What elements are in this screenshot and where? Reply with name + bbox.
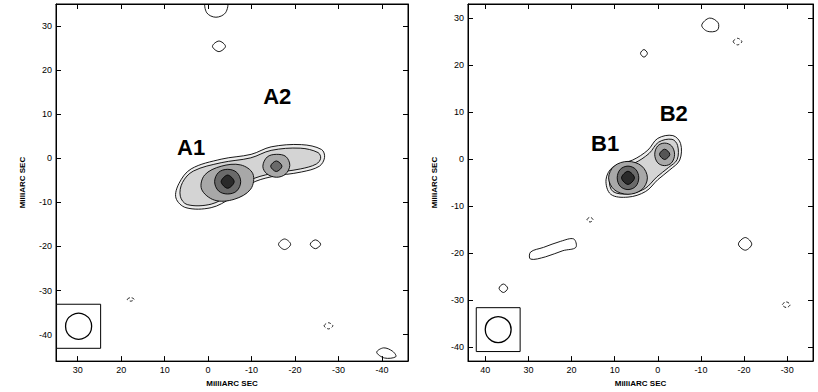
svg-text:-30: -30 (781, 365, 794, 375)
svg-text:40: 40 (480, 365, 490, 375)
svg-text:30: 30 (42, 21, 52, 31)
svg-text:10: 10 (160, 365, 170, 375)
svg-text:20: 20 (566, 365, 576, 375)
svg-text:MilliARC SEC: MilliARC SEC (206, 379, 258, 388)
svg-text:-40: -40 (375, 365, 388, 375)
svg-text:MilliARC SEC: MilliARC SEC (430, 157, 439, 209)
svg-text:20: 20 (42, 65, 52, 75)
svg-text:-20: -20 (39, 241, 52, 251)
svg-text:B2: B2 (660, 101, 688, 126)
svg-text:20: 20 (454, 60, 464, 70)
svg-text:0: 0 (655, 365, 660, 375)
svg-text:10: 10 (610, 365, 620, 375)
svg-text:-10: -10 (694, 365, 707, 375)
svg-text:0: 0 (459, 154, 464, 164)
svg-text:A2: A2 (263, 84, 291, 109)
svg-text:-30: -30 (332, 365, 345, 375)
svg-text:-20: -20 (737, 365, 750, 375)
svg-text:-40: -40 (39, 330, 52, 340)
svg-text:30: 30 (454, 13, 464, 23)
svg-text:-20: -20 (289, 365, 302, 375)
svg-text:20: 20 (116, 365, 126, 375)
svg-text:10: 10 (454, 107, 464, 117)
svg-text:-40: -40 (451, 342, 464, 352)
svg-text:30: 30 (523, 365, 533, 375)
svg-text:MilliARC SEC: MilliARC SEC (615, 379, 667, 388)
svg-text:B1: B1 (591, 131, 619, 156)
svg-text:30: 30 (73, 365, 83, 375)
svg-text:0: 0 (206, 365, 211, 375)
svg-text:-20: -20 (451, 248, 464, 258)
svg-text:10: 10 (42, 109, 52, 119)
svg-text:0: 0 (47, 153, 52, 163)
svg-text:-10: -10 (39, 197, 52, 207)
svg-text:-30: -30 (451, 295, 464, 305)
svg-text:-10: -10 (245, 365, 258, 375)
svg-text:A1: A1 (177, 135, 205, 160)
svg-text:-10: -10 (451, 201, 464, 211)
svg-text:MilliARC SEC: MilliARC SEC (18, 157, 27, 209)
svg-text:-30: -30 (39, 286, 52, 296)
